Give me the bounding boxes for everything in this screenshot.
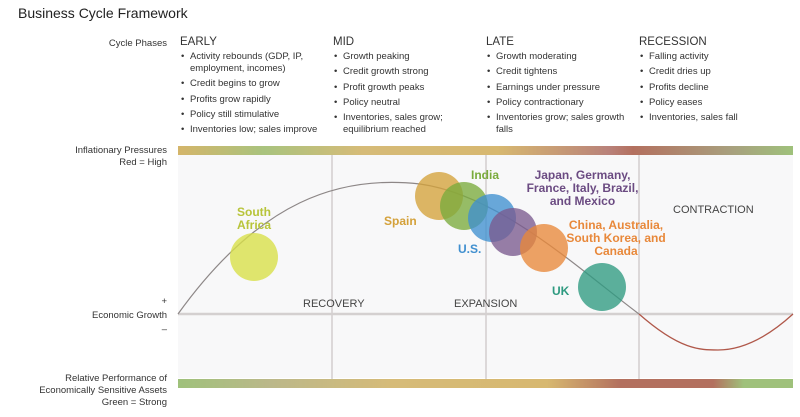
phase-item: Inventories, sales fall bbox=[640, 112, 789, 124]
phase-recession: RECESSION Falling activity Credit dries up… bbox=[639, 36, 789, 127]
economic-growth-label: Economic Growth bbox=[92, 310, 167, 321]
page-title: Business Cycle Framework bbox=[18, 5, 188, 21]
phase-item: Policy contractionary bbox=[487, 97, 636, 109]
phase-item: Earnings under pressure bbox=[487, 82, 636, 94]
label-us: U.S. bbox=[458, 242, 482, 256]
stage-expansion: EXPANSION bbox=[454, 298, 518, 310]
stage-contraction: CONTRACTION bbox=[673, 204, 754, 216]
phase-item: Falling activity bbox=[640, 51, 789, 63]
inflation-label-line1: Inflationary Pressures bbox=[75, 145, 167, 156]
phase-item: Credit growth strong bbox=[334, 66, 483, 78]
bubble-south-africa bbox=[230, 233, 278, 281]
phase-mid: MID Growth peaking Credit growth strong Pro… bbox=[333, 36, 483, 139]
growth-curve-negative bbox=[638, 313, 794, 351]
phase-item: Profit growth peaks bbox=[334, 82, 483, 94]
bubble-china-group bbox=[520, 224, 568, 272]
inflation-label: Inflationary Pressures Red = High bbox=[75, 145, 167, 169]
phase-item: Inventories grow; sales growth falls bbox=[487, 112, 636, 136]
phase-name: LATE bbox=[486, 36, 514, 48]
phase-item: Growth moderating bbox=[487, 51, 636, 63]
phase-late: LATE Growth moderating Credit tightens Earn… bbox=[486, 36, 636, 139]
performance-label: Relative Performance of Economically Sens… bbox=[39, 373, 167, 409]
label-south-africa: South Africa bbox=[236, 205, 271, 232]
phase-name: RECESSION bbox=[639, 36, 707, 48]
label-japan-group: Japan, Germany, France, Italy, Brazil, a… bbox=[526, 168, 639, 208]
minus-sign: – bbox=[161, 324, 167, 335]
perf-line2: Economically Sensitive Assets bbox=[39, 385, 167, 396]
phase-item: Credit dries up bbox=[640, 66, 789, 78]
phase-item: Growth peaking bbox=[334, 51, 483, 63]
phase-item: Policy still stimulative bbox=[181, 109, 330, 121]
phase-early: EARLY Activity rebounds (GDP, IP, employm… bbox=[180, 36, 330, 139]
label-uk: UK bbox=[552, 284, 570, 298]
inflation-label-line2: Red = High bbox=[119, 157, 167, 168]
phase-item: Policy eases bbox=[640, 97, 789, 109]
phase-item: Credit begins to grow bbox=[181, 78, 330, 90]
inflation-gradient-bar bbox=[178, 146, 793, 155]
bubble-uk bbox=[578, 263, 626, 311]
label-spain: Spain bbox=[384, 214, 417, 228]
phase-item: Profits decline bbox=[640, 82, 789, 94]
phase-item: Inventories low; sales improve bbox=[181, 124, 330, 136]
phase-item: Activity rebounds (GDP, IP, employment, … bbox=[181, 51, 330, 75]
phase-item: Policy neutral bbox=[334, 97, 483, 109]
cycle-phases-label: Cycle Phases bbox=[108, 38, 167, 49]
performance-gradient-bar bbox=[178, 379, 793, 388]
phase-item: Credit tightens bbox=[487, 66, 636, 78]
perf-line1: Relative Performance of bbox=[65, 373, 167, 384]
phase-item: Profits grow rapidly bbox=[181, 94, 330, 106]
phase-item: Inventories, sales grow; equilibrium rea… bbox=[334, 112, 483, 136]
perf-line3: Green = Strong bbox=[101, 397, 167, 408]
phase-name: MID bbox=[333, 36, 355, 48]
stage-recovery: RECOVERY bbox=[303, 298, 365, 310]
label-china-group: China, Australia, South Korea, and Canad… bbox=[566, 218, 666, 258]
phase-name: EARLY bbox=[180, 36, 217, 48]
plus-sign: + bbox=[161, 296, 167, 307]
label-india: India bbox=[471, 168, 500, 182]
